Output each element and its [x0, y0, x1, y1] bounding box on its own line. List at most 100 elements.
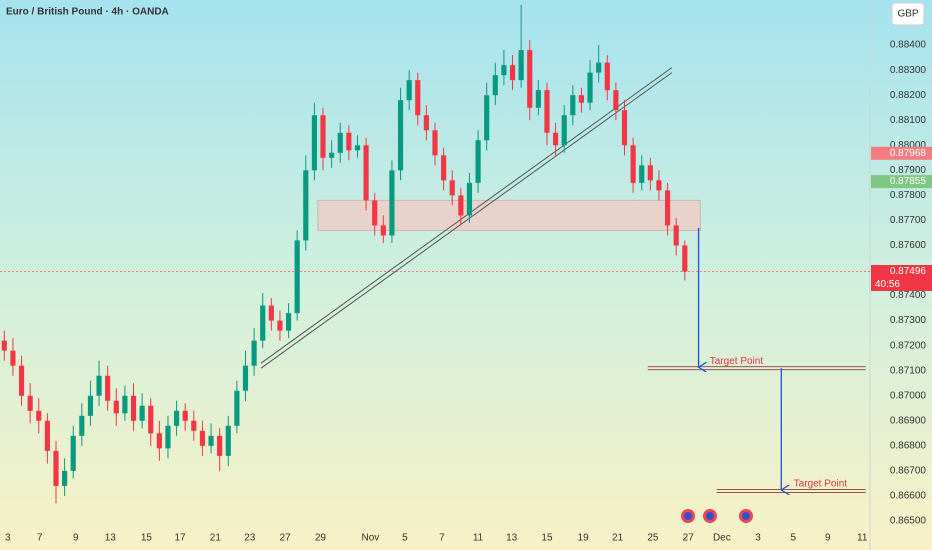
candle-body [217, 435, 223, 456]
candle-body [363, 145, 369, 201]
candle-body [458, 195, 464, 216]
x-tick-label: 7 [37, 533, 43, 544]
candle-body [329, 152, 335, 158]
candle-body [79, 415, 85, 436]
candle-body [432, 130, 438, 156]
candle-body [139, 405, 145, 421]
candle-body [18, 365, 25, 396]
candle-body [320, 115, 326, 158]
y-tick-label: 0.87300 [890, 315, 927, 326]
candle-body [518, 50, 524, 81]
x-tick-label: 19 [578, 533, 590, 544]
candle-body [578, 95, 585, 103]
candle-body [587, 72, 593, 103]
candle-body [509, 65, 516, 81]
candle-body [346, 132, 352, 151]
candle-body [406, 80, 412, 101]
y-tick-label: 0.87000 [890, 390, 927, 401]
candle-body [544, 90, 550, 133]
x-tick-label: 11 [857, 533, 868, 544]
y-tick-label: 0.88100 [890, 115, 927, 126]
candle-body [294, 240, 300, 314]
y-tick-label: 0.87200 [890, 340, 927, 351]
candle-body [130, 395, 137, 421]
candle-body [475, 140, 481, 183]
candle-body [1, 340, 7, 351]
price-label-bg [871, 175, 932, 189]
x-tick-label: 15 [541, 533, 553, 544]
candle-body [682, 245, 688, 272]
candle-body [656, 180, 662, 191]
y-tick-label: 0.87800 [890, 190, 927, 201]
candle-body [604, 62, 610, 91]
event-dot [684, 512, 692, 520]
price-label: 0.87496 [890, 266, 927, 277]
x-tick-label: 3 [755, 533, 761, 544]
price-label-bg [871, 265, 932, 292]
candle-body [441, 155, 447, 181]
target-label: Target Point [710, 356, 764, 367]
candle-body [639, 165, 645, 183]
candle-body [165, 425, 171, 449]
x-tick-label: 27 [280, 533, 292, 544]
candle-body [354, 145, 361, 151]
candle-body [87, 395, 94, 416]
price-label: 0.87968 [890, 148, 927, 159]
candle-body [191, 420, 197, 431]
y-tick-label: 0.87700 [890, 215, 927, 226]
x-tick-label: 5 [402, 533, 408, 544]
candle-body [182, 410, 188, 421]
currency-box[interactable] [891, 2, 925, 26]
x-tick-label: 21 [210, 533, 222, 544]
x-tick-label: Nov [361, 533, 379, 544]
y-tick-label: 0.86900 [890, 415, 927, 426]
candle-body [62, 470, 68, 486]
countdown: 40:56 [875, 279, 900, 290]
candle-body [664, 190, 671, 226]
candle-body [70, 435, 76, 471]
y-tick-label: 0.86800 [890, 440, 927, 451]
candle-body [268, 305, 274, 321]
candle-body [234, 390, 240, 426]
candle-body [156, 433, 162, 449]
candle-body [415, 80, 421, 116]
y-tick-label: 0.87600 [890, 240, 927, 251]
x-tick-label: 9 [73, 533, 79, 544]
candle-body [208, 435, 214, 446]
x-tick-label: 13 [506, 533, 518, 544]
y-tick-label: 0.87100 [890, 365, 927, 376]
candle-body [148, 405, 154, 434]
candle-body [492, 75, 498, 96]
candle-body [96, 375, 102, 396]
candle-body [535, 90, 541, 108]
candle-body [372, 200, 378, 226]
candle-body [561, 115, 567, 146]
candle-body [673, 225, 679, 246]
y-tick-label: 0.88200 [890, 90, 927, 101]
trendline [260, 67, 673, 364]
candle-body [44, 420, 50, 451]
candle-body [630, 145, 636, 183]
candle-body [501, 65, 507, 76]
x-tick-label: 15 [141, 533, 153, 544]
target-label: Target Point [794, 479, 848, 490]
candle-body [105, 375, 111, 401]
y-tick-label: 0.87900 [890, 165, 927, 176]
candle-body [303, 170, 309, 241]
event-dot [706, 512, 714, 520]
x-tick-label: 25 [647, 533, 659, 544]
y-tick-label: 0.86700 [890, 466, 927, 477]
candle-body [225, 425, 231, 456]
candle-body [397, 100, 404, 171]
x-tick-label: 7 [439, 533, 445, 544]
candle-body [242, 365, 249, 391]
x-tick-label: 3 [5, 533, 11, 544]
trendline [260, 72, 673, 369]
candle-body [380, 225, 386, 236]
y-tick-label: 0.87400 [890, 290, 927, 301]
candle-body [199, 430, 206, 446]
candle-body [36, 410, 42, 421]
x-tick-label: 5 [791, 533, 797, 544]
x-tick-label: 11 [473, 533, 484, 544]
